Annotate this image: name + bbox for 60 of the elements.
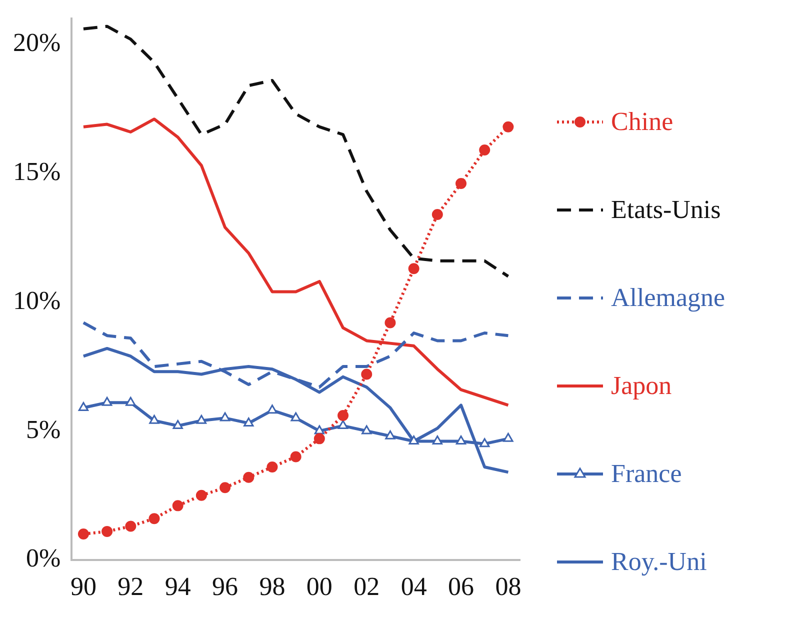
point bbox=[338, 410, 349, 421]
x-tick-label: 02 bbox=[354, 572, 380, 602]
point bbox=[314, 425, 325, 434]
y-tick-label: 10% bbox=[12, 286, 61, 315]
x-tick-label: 94 bbox=[164, 572, 191, 602]
point bbox=[125, 520, 136, 532]
point bbox=[384, 317, 396, 328]
point bbox=[102, 396, 112, 406]
x-tick-label: 98 bbox=[259, 572, 286, 602]
y-tick-label: 5% bbox=[26, 414, 61, 444]
x-tick-label: 90 bbox=[70, 572, 96, 602]
y-tick-label: 15% bbox=[12, 157, 61, 186]
point bbox=[267, 404, 278, 414]
point bbox=[362, 425, 372, 434]
point bbox=[361, 368, 372, 380]
legend-label: Roy.-Uni bbox=[611, 547, 707, 577]
legend-label: Allemagne bbox=[611, 283, 726, 313]
point bbox=[385, 430, 396, 440]
legend-label: Japon bbox=[611, 371, 672, 401]
point bbox=[149, 414, 160, 424]
point bbox=[456, 436, 466, 444]
y-tick-label: 0% bbox=[26, 544, 61, 573]
x-tick-label: 96 bbox=[212, 572, 238, 602]
legend-label: Chine bbox=[611, 107, 674, 137]
point bbox=[266, 462, 278, 473]
point bbox=[102, 526, 113, 537]
point bbox=[244, 417, 254, 426]
line-series bbox=[82, 24, 510, 278]
point bbox=[78, 402, 89, 411]
y-tick-label: 20% bbox=[12, 28, 61, 58]
x-tick-label: 08 bbox=[495, 572, 522, 602]
point bbox=[503, 432, 514, 442]
point bbox=[148, 513, 160, 524]
point bbox=[432, 208, 443, 220]
point bbox=[78, 528, 89, 540]
point bbox=[502, 121, 514, 132]
point bbox=[172, 500, 184, 512]
point bbox=[290, 451, 302, 462]
point bbox=[172, 420, 183, 430]
point bbox=[314, 433, 325, 444]
x-tick-label: 92 bbox=[118, 572, 144, 602]
point bbox=[243, 472, 254, 483]
point bbox=[479, 144, 490, 156]
point bbox=[408, 436, 419, 444]
point bbox=[196, 490, 207, 501]
point bbox=[338, 420, 348, 430]
point bbox=[196, 414, 207, 424]
legend-label: Etats-Unis bbox=[611, 195, 721, 225]
point bbox=[220, 412, 230, 422]
point bbox=[126, 396, 136, 406]
point bbox=[408, 263, 420, 274]
x-tick-label: 04 bbox=[400, 572, 427, 602]
x-tick-label: 06 bbox=[448, 572, 474, 602]
point bbox=[432, 436, 442, 444]
point bbox=[290, 412, 301, 422]
x-tick-label: 00 bbox=[306, 572, 332, 602]
point bbox=[220, 482, 231, 494]
legend-label: France bbox=[611, 459, 682, 489]
point bbox=[480, 438, 490, 448]
point bbox=[456, 178, 467, 190]
